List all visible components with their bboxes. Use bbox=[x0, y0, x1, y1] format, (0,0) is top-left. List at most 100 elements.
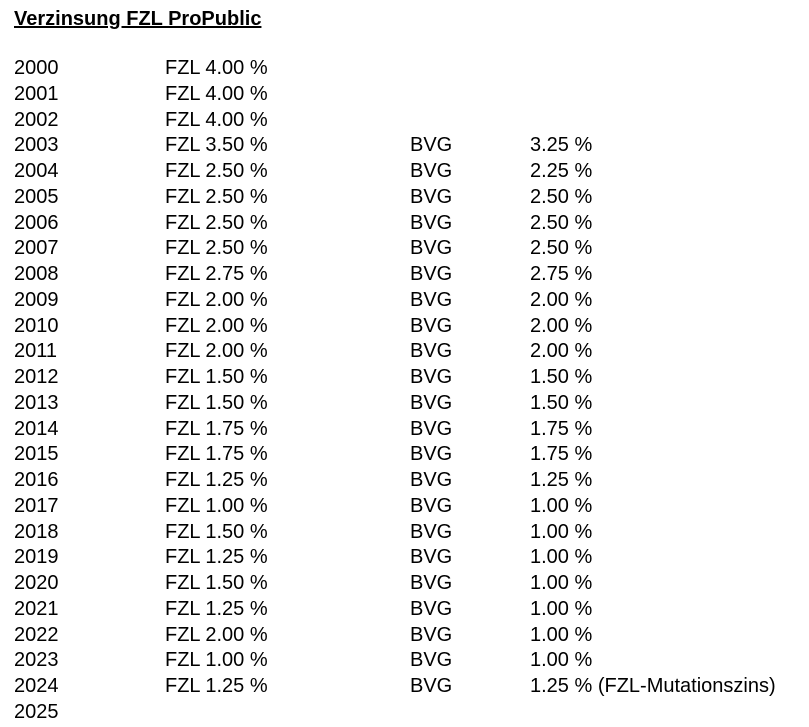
bvg-label-cell: BVG bbox=[410, 340, 453, 363]
interest-rate-row: 2018 FZL 1.50 % BVG 1.00 % bbox=[14, 520, 804, 546]
fzl-rate-cell: FZL 2.00 % bbox=[165, 314, 268, 337]
interest-rate-row: 2009 FZL 2.00 % BVG 2.00 % bbox=[14, 288, 804, 314]
year-cell: 2011 bbox=[14, 340, 58, 363]
interest-rate-row: 2005 FZL 2.50 % BVG 2.50 % bbox=[14, 185, 804, 211]
bvg-label-cell: BVG bbox=[410, 572, 453, 594]
bvg-label-cell: BVG bbox=[410, 417, 453, 440]
bvg-rate-cell: 2.25 % bbox=[530, 160, 593, 182]
year-cell: 2007 bbox=[14, 237, 59, 260]
year-cell: 2008 bbox=[14, 263, 59, 285]
year-cell: 2013 bbox=[14, 391, 59, 414]
fzl-rate-cell: FZL 1.75 % bbox=[165, 417, 268, 440]
year-cell: 2010 bbox=[14, 314, 59, 337]
bvg-rate-cell: 3.25 % bbox=[530, 134, 593, 157]
interest-rate-row: 2020 FZL 1.50 % BVG 1.00 % bbox=[14, 571, 804, 597]
interest-rate-row: 2022 FZL 2.00 % BVG 1.00 % bbox=[14, 623, 804, 649]
year-cell: 2020 bbox=[14, 572, 59, 594]
year-cell: 2016 bbox=[14, 469, 59, 491]
bvg-label-cell: BVG bbox=[410, 237, 453, 260]
interest-rate-row: 2019 FZL 1.25 % BVG 1.00 % bbox=[14, 545, 804, 571]
bvg-label-cell: BVG bbox=[410, 134, 453, 157]
fzl-rate-cell: FZL 2.00 % bbox=[165, 340, 268, 363]
bvg-rate-cell: 2.00 % bbox=[530, 314, 593, 337]
year-cell: 2000 bbox=[14, 57, 59, 79]
fzl-rate-cell: FZL 1.50 % bbox=[165, 391, 268, 414]
year-cell: 2004 bbox=[14, 160, 59, 182]
bvg-rate-cell: 2.75 % bbox=[530, 263, 593, 285]
year-cell: 2019 bbox=[14, 546, 59, 569]
bvg-rate-cell: 2.00 % bbox=[530, 288, 593, 311]
bvg-rate-cell: 2.00 % bbox=[530, 340, 593, 363]
bvg-label-cell: BVG bbox=[410, 675, 453, 697]
interest-rate-row: 2015 FZL 1.75 % BVG 1.75 % bbox=[14, 442, 804, 468]
fzl-rate-cell: FZL 1.25 % bbox=[165, 546, 268, 569]
fzl-rate-cell: FZL 1.50 % bbox=[165, 366, 268, 388]
fzl-rate-cell: FZL 1.25 % bbox=[165, 469, 268, 491]
year-cell: 2022 bbox=[14, 623, 59, 646]
bvg-label-cell: BVG bbox=[410, 263, 453, 285]
interest-rate-row: 2008 FZL 2.75 % BVG 2.75 % bbox=[14, 262, 804, 288]
bvg-rate-cell: 2.50 % bbox=[530, 237, 593, 260]
bvg-rate-cell: 1.25 % (FZL-Mutationszins) bbox=[530, 675, 776, 697]
year-cell: 2018 bbox=[14, 520, 59, 543]
interest-rate-row: 2004 FZL 2.50 % BVG 2.25 % bbox=[14, 159, 804, 185]
fzl-rate-cell: FZL 1.75 % bbox=[165, 443, 268, 466]
fzl-rate-cell: FZL 4.00 % bbox=[165, 108, 268, 131]
bvg-rate-cell: 2.50 % bbox=[530, 211, 593, 234]
bvg-rate-cell: 1.00 % bbox=[530, 520, 593, 543]
interest-rate-row: 2013 FZL 1.50 % BVG 1.50 % bbox=[14, 391, 804, 417]
interest-rate-row: 2000 FZL 4.00 % bbox=[14, 56, 804, 82]
fzl-rate-cell: FZL 2.50 % bbox=[165, 185, 268, 208]
interest-rate-row: 2024 FZL 1.25 % BVG 1.25 % (FZL-Mutationszi… bbox=[14, 674, 804, 700]
fzl-rate-cell: FZL 2.75 % bbox=[165, 263, 268, 285]
interest-rate-list: 2000 FZL 4.00 % 2001 FZL 4.00 % 2002 FZL 4.00… bbox=[14, 56, 804, 726]
interest-rate-row: 2021 FZL 1.25 % BVG 1.00 % bbox=[14, 597, 804, 623]
bvg-label-cell: BVG bbox=[410, 160, 453, 182]
bvg-label-cell: BVG bbox=[410, 185, 453, 208]
bvg-rate-cell: 1.00 % bbox=[530, 546, 593, 569]
bvg-rate-cell: 1.00 % bbox=[530, 572, 593, 594]
bvg-label-cell: BVG bbox=[410, 314, 453, 337]
fzl-rate-cell: FZL 1.25 % bbox=[165, 597, 268, 620]
bvg-label-cell: BVG bbox=[410, 288, 453, 311]
bvg-rate-cell: 1.25 % bbox=[530, 469, 593, 491]
bvg-label-cell: BVG bbox=[410, 211, 453, 234]
fzl-rate-cell: FZL 1.50 % bbox=[165, 520, 268, 543]
bvg-label-cell: BVG bbox=[410, 520, 453, 543]
interest-rate-row: 2010 FZL 2.00 % BVG 2.00 % bbox=[14, 314, 804, 340]
interest-rate-row: 2007 FZL 2.50 % BVG 2.50 % bbox=[14, 236, 804, 262]
year-cell: 2003 bbox=[14, 134, 59, 157]
bvg-label-cell: BVG bbox=[410, 366, 453, 388]
fzl-rate-cell: FZL 2.50 % bbox=[165, 160, 268, 182]
year-cell: 2023 bbox=[14, 649, 59, 672]
year-cell: 2024 bbox=[14, 675, 59, 697]
document-title: Verzinsung FZL ProPublic bbox=[14, 8, 262, 30]
bvg-rate-cell: 2.50 % bbox=[530, 185, 593, 208]
fzl-rate-cell: FZL 4.00 % bbox=[165, 57, 268, 79]
year-cell: 2025 bbox=[14, 700, 59, 723]
bvg-label-cell: BVG bbox=[410, 546, 453, 569]
year-cell: 2017 bbox=[14, 494, 59, 517]
bvg-label-cell: BVG bbox=[410, 391, 453, 414]
year-cell: 2006 bbox=[14, 211, 59, 234]
fzl-rate-cell: FZL 1.00 % bbox=[165, 649, 268, 672]
bvg-rate-cell: 1.00 % bbox=[530, 649, 593, 672]
interest-rate-row: 2016 FZL 1.25 % BVG 1.25 % bbox=[14, 468, 804, 494]
bvg-label-cell: BVG bbox=[410, 443, 453, 466]
fzl-rate-cell: FZL 2.00 % bbox=[165, 288, 268, 311]
interest-rate-row: 2003 FZL 3.50 % BVG 3.25 % bbox=[14, 133, 804, 159]
bvg-label-cell: BVG bbox=[410, 649, 453, 672]
year-cell: 2012 bbox=[14, 366, 59, 388]
year-cell: 2001 bbox=[14, 82, 59, 105]
fzl-rate-cell: FZL 4.00 % bbox=[165, 82, 268, 105]
bvg-label-cell: BVG bbox=[410, 597, 453, 620]
fzl-rate-cell: FZL 2.00 % bbox=[165, 623, 268, 646]
fzl-rate-cell: FZL 2.50 % bbox=[165, 211, 268, 234]
fzl-rate-cell: FZL 1.25 % bbox=[165, 675, 268, 697]
bvg-rate-cell: 1.00 % bbox=[530, 597, 593, 620]
interest-rate-row: 2017 FZL 1.00 % BVG 1.00 % bbox=[14, 494, 804, 520]
interest-rate-row: 2002 FZL 4.00 % bbox=[14, 108, 804, 134]
year-cell: 2014 bbox=[14, 417, 59, 440]
year-cell: 2021 bbox=[14, 597, 59, 620]
interest-rate-row: 2025 bbox=[14, 700, 804, 726]
